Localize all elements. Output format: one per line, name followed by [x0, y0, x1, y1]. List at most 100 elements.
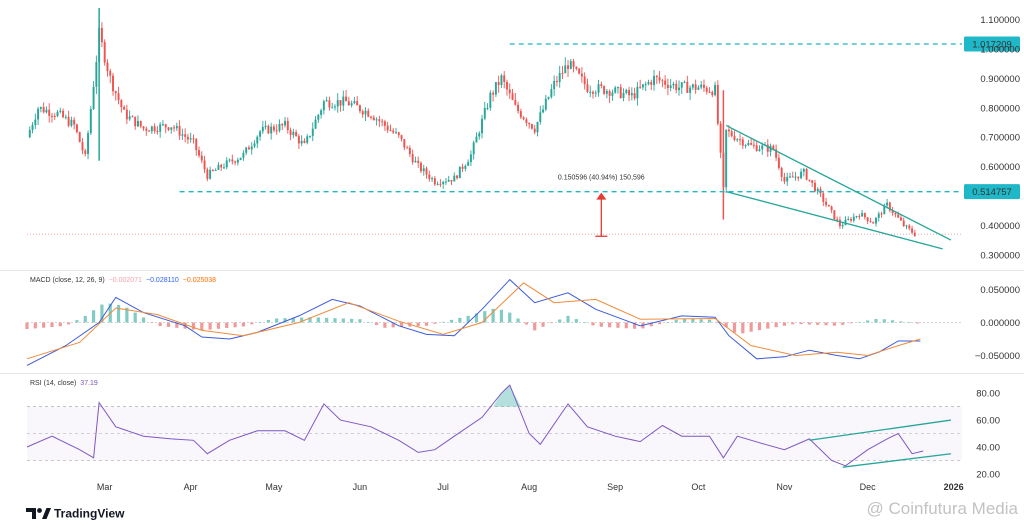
candle[interactable] [433, 176, 436, 187]
candle[interactable] [256, 135, 259, 149]
candle[interactable] [64, 114, 67, 120]
candle[interactable] [542, 105, 545, 114]
candle[interactable] [841, 222, 844, 229]
candle[interactable] [62, 108, 65, 119]
candle[interactable] [45, 106, 48, 114]
candle[interactable] [861, 210, 864, 217]
candle[interactable] [461, 163, 464, 173]
candle[interactable] [37, 106, 40, 126]
candle[interactable] [189, 132, 192, 143]
candle[interactable] [148, 129, 151, 132]
candle[interactable] [320, 108, 323, 119]
candle[interactable] [866, 217, 869, 225]
candle[interactable] [333, 104, 336, 111]
candle[interactable] [456, 174, 459, 180]
candle[interactable] [469, 150, 472, 167]
candle[interactable] [345, 90, 348, 102]
candle[interactable] [106, 59, 109, 77]
candle[interactable] [442, 180, 445, 189]
candle[interactable] [605, 88, 608, 99]
candle[interactable] [838, 216, 841, 229]
candle[interactable] [519, 108, 522, 120]
candle[interactable] [597, 79, 600, 97]
candle[interactable] [397, 131, 400, 138]
candle[interactable] [225, 157, 228, 170]
candle[interactable] [600, 81, 603, 89]
candle[interactable] [666, 78, 669, 96]
candle[interactable] [850, 216, 852, 223]
candle[interactable] [67, 110, 70, 128]
candle[interactable] [719, 121, 722, 159]
candle[interactable] [644, 81, 647, 92]
candle[interactable] [378, 115, 381, 128]
candle[interactable] [408, 145, 411, 158]
candle[interactable] [483, 101, 486, 121]
candle[interactable] [680, 82, 683, 95]
candle[interactable] [503, 71, 506, 89]
candle[interactable] [888, 201, 891, 213]
candle[interactable] [214, 168, 217, 171]
candle[interactable] [766, 139, 769, 157]
candle[interactable] [131, 115, 134, 118]
candle[interactable] [170, 127, 173, 134]
candle[interactable] [292, 128, 295, 139]
candle[interactable] [239, 157, 242, 161]
candle[interactable] [250, 142, 253, 155]
candle[interactable] [114, 90, 117, 101]
candle[interactable] [506, 79, 508, 96]
candle[interactable] [858, 213, 861, 220]
candle[interactable] [675, 80, 678, 94]
candle[interactable] [686, 75, 689, 94]
candle[interactable] [159, 122, 162, 138]
rsi-divergence-line[interactable] [842, 453, 951, 468]
candle[interactable] [284, 116, 286, 128]
candle[interactable] [328, 96, 331, 111]
candle[interactable] [863, 212, 866, 220]
candle[interactable] [245, 146, 248, 156]
candle[interactable] [211, 169, 214, 172]
candle[interactable] [625, 88, 628, 95]
candle[interactable] [439, 179, 442, 188]
candle[interactable] [528, 122, 531, 129]
wedge-upper-line[interactable] [725, 124, 952, 241]
candle[interactable] [694, 79, 697, 94]
candle[interactable] [650, 79, 653, 90]
macd-pane[interactable]: MACD (close, 12, 26, 9) −0.002071 −0.02811… [25, 277, 962, 366]
candle[interactable] [417, 156, 420, 168]
candle[interactable] [633, 87, 636, 101]
candle[interactable] [339, 100, 342, 112]
candle[interactable] [875, 216, 877, 227]
candle[interactable] [508, 83, 511, 99]
candle[interactable] [530, 123, 533, 130]
candle[interactable] [103, 39, 106, 66]
candle[interactable] [589, 85, 592, 98]
candle[interactable] [236, 157, 239, 166]
candle[interactable] [31, 122, 34, 134]
candle[interactable] [733, 130, 736, 142]
candle[interactable] [198, 146, 200, 158]
candle[interactable] [139, 120, 142, 129]
macd-signal-line[interactable] [26, 282, 921, 360]
candle[interactable] [894, 212, 897, 218]
candle[interactable] [761, 142, 764, 155]
candle[interactable] [117, 86, 120, 105]
candle[interactable] [217, 162, 220, 171]
candle[interactable] [714, 81, 717, 97]
candle[interactable] [289, 127, 292, 141]
candle[interactable] [555, 75, 558, 87]
candle[interactable] [247, 145, 250, 150]
candle[interactable] [855, 215, 858, 219]
candle[interactable] [286, 117, 289, 134]
candle[interactable] [802, 167, 805, 177]
candle[interactable] [622, 88, 625, 102]
candle[interactable] [303, 138, 306, 144]
candle[interactable] [367, 108, 370, 118]
candle[interactable] [883, 203, 886, 215]
candle[interactable] [703, 79, 705, 92]
candle[interactable] [209, 166, 212, 180]
candle[interactable] [522, 116, 525, 121]
candle[interactable] [34, 113, 37, 130]
candle[interactable] [317, 113, 320, 124]
candle[interactable] [375, 117, 378, 126]
candle[interactable] [164, 123, 167, 134]
